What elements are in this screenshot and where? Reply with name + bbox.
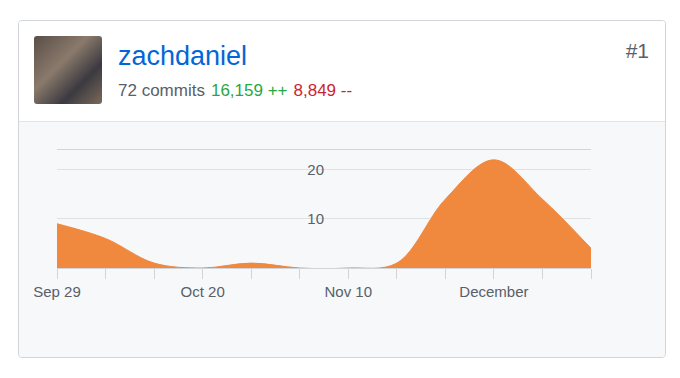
html-text:zachdaniel: zachdaniel [118, 41, 248, 71]
svg-text:10: 10 [307, 210, 324, 227]
svg-text:20: 20 [307, 161, 324, 178]
svg-text:Oct 20: Oct 20 [181, 283, 225, 300]
svg-text:Sep 29: Sep 29 [33, 283, 81, 300]
html-text:#1: #1 [625, 39, 649, 62]
svg-text:December: December [459, 283, 528, 300]
svg-text:Nov 10: Nov 10 [325, 283, 373, 300]
html-text:72 commits 16,159 ++ 8,849 --: 72 commits 16,159 ++ 8,849 -- [118, 81, 353, 100]
